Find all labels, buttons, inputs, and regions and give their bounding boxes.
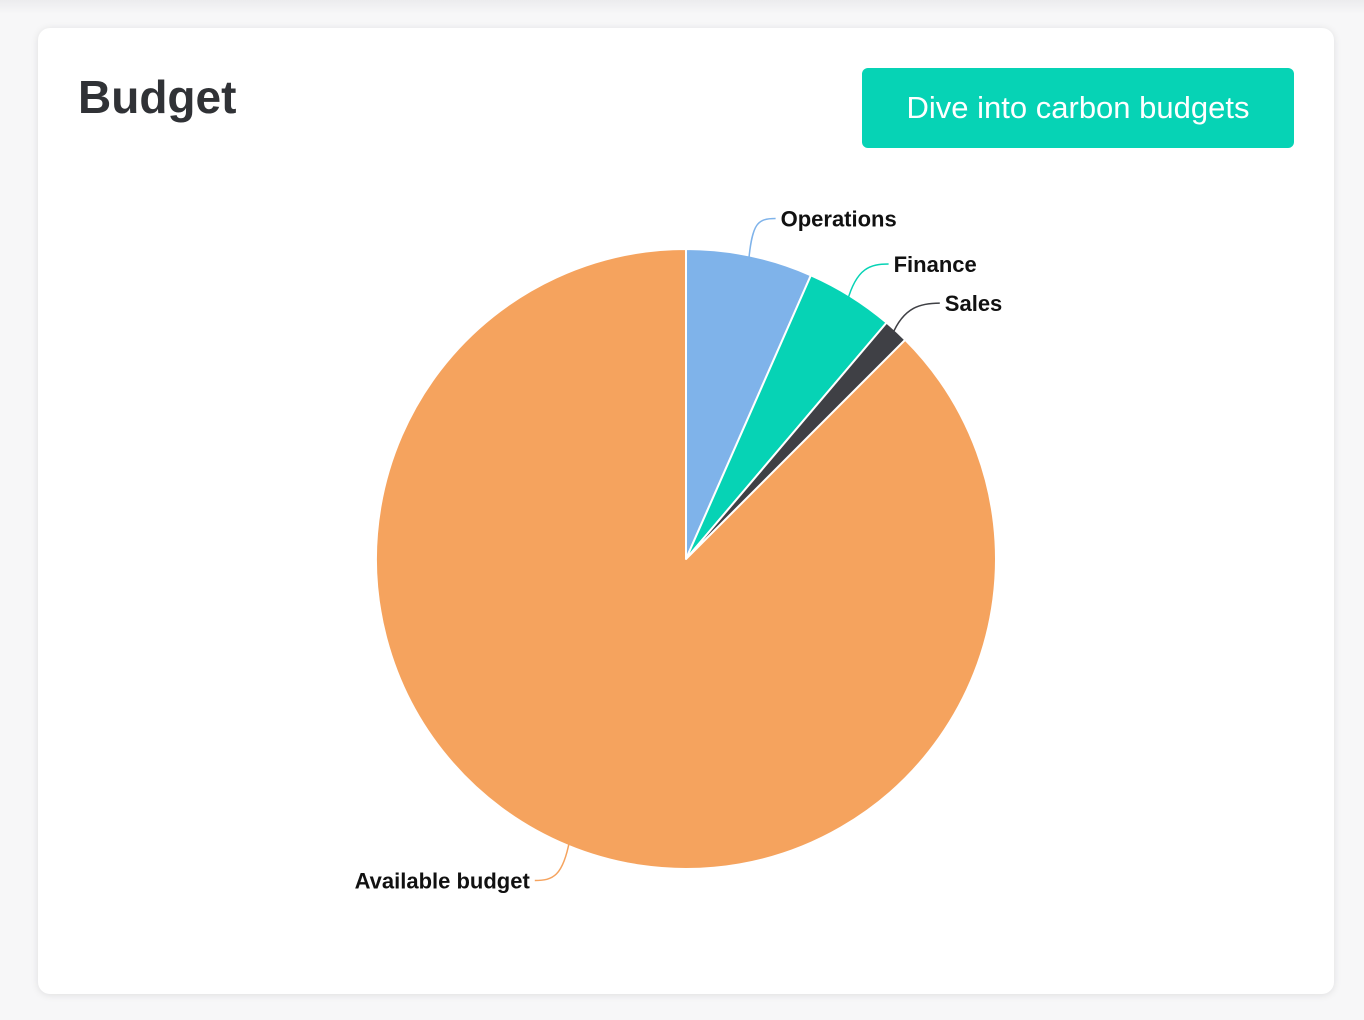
budget-card: Budget Dive into carbon budgets Operatio…: [38, 28, 1334, 994]
label-available-budget: Available budget: [355, 869, 531, 894]
budget-pie-chart: Operations Finance Sales Available budget: [355, 207, 1003, 894]
dive-into-carbon-budgets-button[interactable]: Dive into carbon budgets: [862, 68, 1294, 148]
label-finance: Finance: [894, 252, 977, 277]
page-top-shadow: [0, 0, 1364, 14]
connector-operations: [747, 217, 776, 262]
slice-labels: Operations Finance Sales Available budget: [355, 207, 1003, 894]
connector-available-budget: [534, 839, 571, 882]
pie-slices: [375, 248, 997, 870]
label-connectors: [534, 217, 940, 882]
pie-slice-available-budget[interactable]: [375, 248, 997, 870]
connector-finance: [846, 263, 889, 302]
card-title: Budget: [78, 71, 237, 123]
label-sales: Sales: [945, 291, 1003, 316]
connector-sales: [891, 302, 940, 336]
label-operations: Operations: [781, 207, 897, 232]
